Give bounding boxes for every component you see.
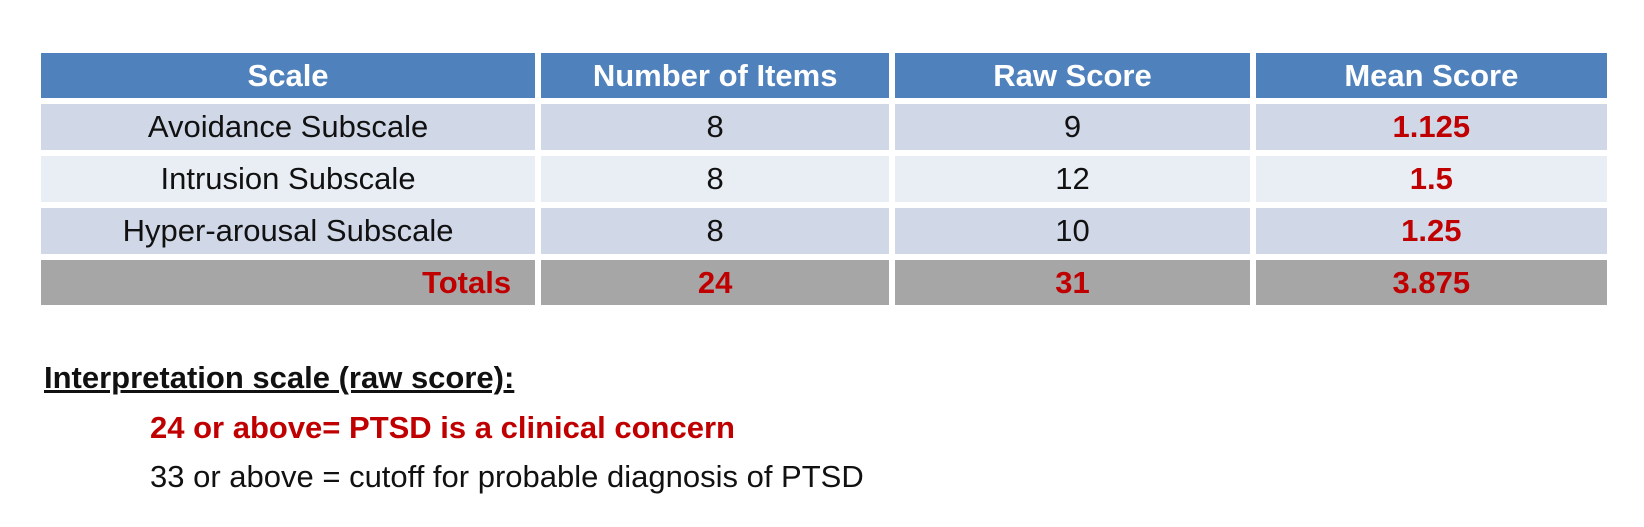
cell-raw: 9: [895, 104, 1250, 150]
score-table: Scale Number of Items Raw Score Mean Sco…: [35, 47, 1613, 311]
header-mean-score: Mean Score: [1255, 53, 1607, 98]
interpretation-probable-diagnosis: 33 or above = cutoff for probable diagno…: [150, 459, 864, 494]
totals-items: 24: [541, 260, 890, 305]
table-row: Hyper-arousal Subscale 8 10 1.25: [41, 208, 1607, 254]
totals-mean: 3.875: [1255, 260, 1607, 305]
cell-items: 8: [541, 208, 890, 254]
cell-scale: Hyper-arousal Subscale: [41, 208, 536, 254]
cell-mean: 1.25: [1255, 208, 1607, 254]
header-raw-score: Raw Score: [895, 53, 1250, 98]
header-scale: Scale: [41, 53, 536, 98]
totals-row: Totals 24 31 3.875: [41, 260, 1607, 305]
cell-mean: 1.125: [1255, 104, 1607, 150]
cell-scale: Intrusion Subscale: [41, 156, 536, 202]
interpretation-clinical-concern: 24 or above= PTSD is a clinical concern: [150, 410, 735, 445]
table-row: Intrusion Subscale 8 12 1.5: [41, 156, 1607, 202]
cell-scale: Avoidance Subscale: [41, 104, 536, 150]
cell-mean: 1.5: [1255, 156, 1607, 202]
cell-items: 8: [541, 104, 890, 150]
cell-raw: 10: [895, 208, 1250, 254]
cell-raw: 12: [895, 156, 1250, 202]
cell-items: 8: [541, 156, 890, 202]
interpretation-title: Interpretation scale (raw score):: [44, 360, 515, 395]
totals-label: Totals: [41, 260, 536, 305]
header-number-of-items: Number of Items: [541, 53, 890, 98]
totals-raw: 31: [895, 260, 1250, 305]
table-row: Avoidance Subscale 8 9 1.125: [41, 104, 1607, 150]
table-header-row: Scale Number of Items Raw Score Mean Sco…: [41, 53, 1607, 98]
